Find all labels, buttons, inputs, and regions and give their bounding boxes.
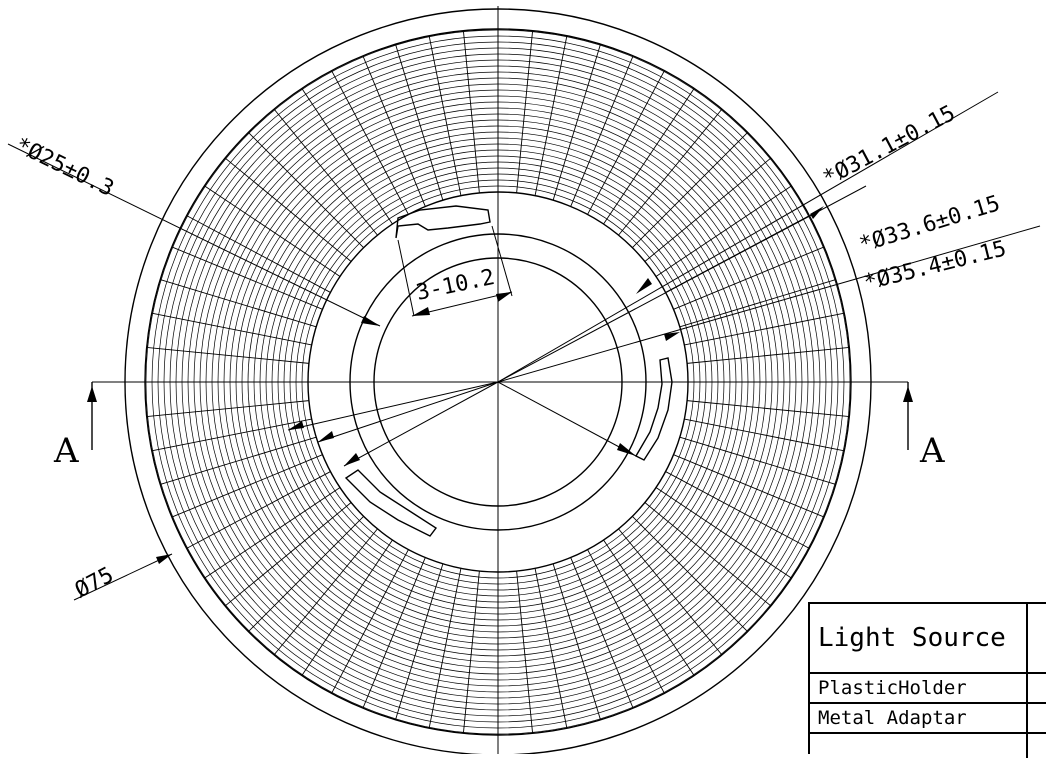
fin-divider <box>655 185 792 277</box>
fin-divider <box>331 70 409 215</box>
fin-divider <box>684 312 845 346</box>
fin-divider <box>684 418 845 452</box>
fin-divider <box>301 539 393 676</box>
fin-divider <box>171 246 323 310</box>
fin-divider <box>151 418 312 452</box>
leader-d33 <box>317 185 867 443</box>
fin-divider <box>665 471 810 549</box>
fin-divider <box>603 88 695 225</box>
section-label-left: A <box>53 431 79 471</box>
clip-slot-right <box>635 357 673 461</box>
fin-divider <box>516 30 534 193</box>
title-block-cell: Metal Adaptar <box>810 704 1028 732</box>
fin-divider <box>395 563 444 720</box>
fin-divider <box>362 55 426 207</box>
fin-divider <box>160 279 317 328</box>
fin-divider <box>587 549 665 694</box>
dim-d31: *Ø31.1±0.15 <box>819 101 959 191</box>
fin-divider <box>687 346 850 364</box>
clip-slot-bottom <box>344 469 438 537</box>
fin-divider <box>673 246 825 310</box>
fin-divider <box>534 568 568 729</box>
fin-divider <box>644 502 772 607</box>
fin-divider <box>618 108 723 236</box>
title-block-cell: Light Source <box>810 604 1028 672</box>
section-label-right: A <box>919 431 945 471</box>
title-block-cell: PlasticHolder <box>810 674 1028 702</box>
fin-divider <box>224 502 352 607</box>
fin-divider <box>644 157 772 262</box>
clip-slot-top <box>395 205 491 239</box>
fin-divider <box>248 132 364 248</box>
dim-slot-lines <box>397 225 513 317</box>
fin-divider <box>632 132 748 248</box>
fin-divider <box>362 557 426 709</box>
fin-divider <box>552 44 601 201</box>
fin-divider <box>534 35 568 196</box>
dim-d25: *Ø25±0.3 <box>11 133 117 202</box>
title-block-row: Light Source <box>810 604 1046 674</box>
fin-divider <box>687 400 850 418</box>
leader-d35 <box>287 225 1041 431</box>
leader-d31 <box>343 91 999 467</box>
fin-divider <box>679 279 836 328</box>
section-marker-left <box>87 382 97 450</box>
fin-divider <box>428 35 462 196</box>
fin-divider <box>151 312 312 346</box>
title-block-cell <box>810 734 1028 758</box>
fin-divider <box>570 557 634 709</box>
fin-divider <box>146 346 309 364</box>
fin-divider <box>301 88 393 225</box>
fin-divider <box>331 549 409 694</box>
fin-divider <box>395 44 444 201</box>
fin-divider <box>673 454 825 518</box>
fin-divider <box>204 185 341 277</box>
fin-divider <box>248 516 364 632</box>
fin-divider <box>204 487 341 579</box>
dim-d75: Ø75 <box>71 563 118 604</box>
fin-divider <box>146 400 309 418</box>
fin-divider <box>186 471 331 549</box>
fin-divider <box>632 516 748 632</box>
fin-divider <box>462 30 480 193</box>
leader-d25 <box>7 143 637 457</box>
fin-divider <box>273 108 378 236</box>
title-block-row: Metal Adaptar <box>810 704 1046 734</box>
fin-divider <box>603 539 695 676</box>
dim-slot: 3-10.2 <box>414 265 497 306</box>
fin-divider <box>587 70 665 215</box>
title-block: Light Source PlasticHolder Metal Adaptar <box>808 602 1046 758</box>
fin-divider <box>552 563 601 720</box>
fin-divider <box>186 215 331 293</box>
fin-divider <box>516 571 534 734</box>
fin-divider <box>428 568 462 729</box>
title-block-row: PlasticHolder <box>810 674 1046 704</box>
fin-divider <box>655 487 792 579</box>
leader-d75 <box>73 553 173 601</box>
fin-divider <box>570 55 634 207</box>
fin-divider <box>224 157 352 262</box>
fin-divider <box>462 571 480 734</box>
fin-divider <box>273 528 378 656</box>
fin-divider <box>679 436 836 485</box>
section-marker-right <box>903 382 913 450</box>
fin-divider <box>618 528 723 656</box>
title-block-row <box>810 734 1046 758</box>
fin-divider <box>160 436 317 485</box>
fin-divider <box>171 454 323 518</box>
